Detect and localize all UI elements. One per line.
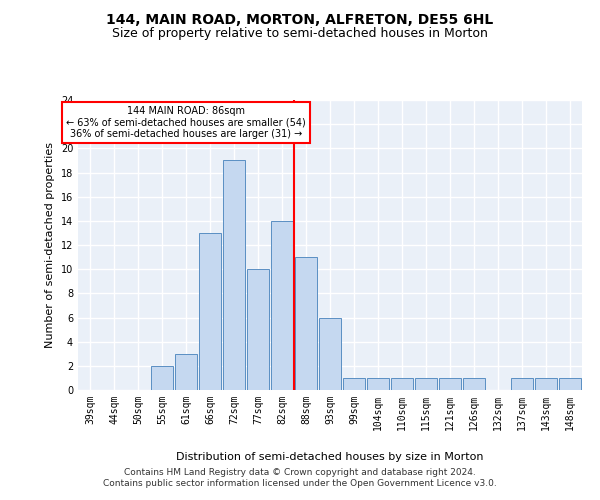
Bar	[247, 269, 269, 390]
Text: Size of property relative to semi-detached houses in Morton: Size of property relative to semi-detach…	[112, 28, 488, 40]
Bar	[367, 378, 389, 390]
Bar	[223, 160, 245, 390]
Y-axis label: Number of semi-detached properties: Number of semi-detached properties	[45, 142, 55, 348]
Bar	[415, 378, 437, 390]
Text: 144 MAIN ROAD: 86sqm
← 63% of semi-detached houses are smaller (54)
36% of semi-: 144 MAIN ROAD: 86sqm ← 63% of semi-detac…	[66, 106, 306, 139]
Text: Distribution of semi-detached houses by size in Morton: Distribution of semi-detached houses by …	[176, 452, 484, 462]
Text: Contains HM Land Registry data © Crown copyright and database right 2024.
Contai: Contains HM Land Registry data © Crown c…	[103, 468, 497, 487]
Bar	[151, 366, 173, 390]
Bar	[535, 378, 557, 390]
Bar	[391, 378, 413, 390]
Bar	[319, 318, 341, 390]
Bar	[175, 354, 197, 390]
Bar	[463, 378, 485, 390]
Bar	[199, 233, 221, 390]
Bar	[271, 221, 293, 390]
Bar	[511, 378, 533, 390]
Bar	[343, 378, 365, 390]
Bar	[439, 378, 461, 390]
Bar	[295, 257, 317, 390]
Text: 144, MAIN ROAD, MORTON, ALFRETON, DE55 6HL: 144, MAIN ROAD, MORTON, ALFRETON, DE55 6…	[106, 12, 494, 26]
Bar	[559, 378, 581, 390]
